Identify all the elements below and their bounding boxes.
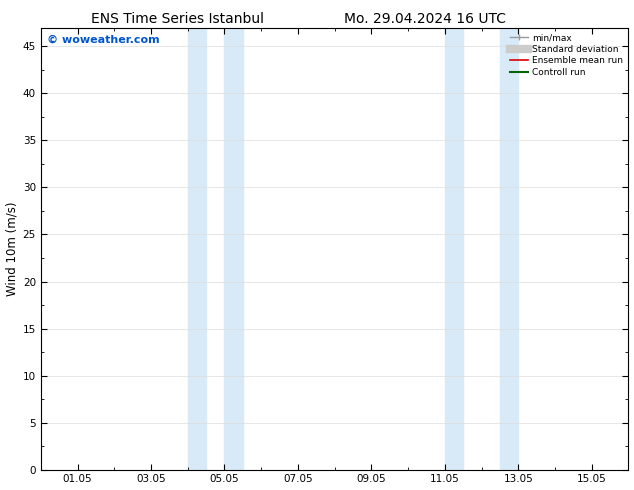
Y-axis label: Wind 10m (m/s): Wind 10m (m/s) bbox=[6, 201, 18, 296]
Bar bbox=[445, 27, 463, 469]
Bar bbox=[224, 27, 243, 469]
Bar bbox=[188, 27, 206, 469]
Bar bbox=[500, 27, 518, 469]
Text: Mo. 29.04.2024 16 UTC: Mo. 29.04.2024 16 UTC bbox=[344, 12, 506, 26]
Legend: min/max, Standard deviation, Ensemble mean run, Controll run: min/max, Standard deviation, Ensemble me… bbox=[507, 29, 626, 81]
Text: ENS Time Series Istanbul: ENS Time Series Istanbul bbox=[91, 12, 264, 26]
Text: © woweather.com: © woweather.com bbox=[47, 34, 159, 44]
